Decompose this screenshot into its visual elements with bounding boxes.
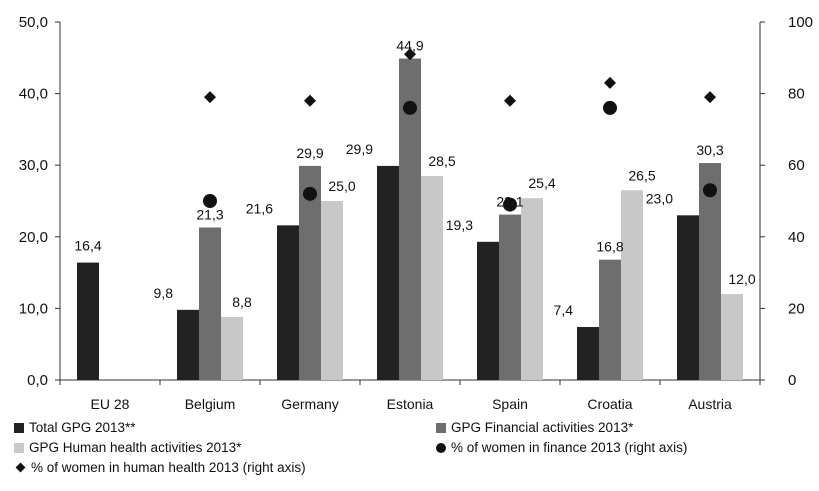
y-left-tick-label: 40,0 [19, 86, 48, 103]
data-label: 25,0 [328, 178, 355, 194]
y-left-tick-label: 50,0 [19, 14, 48, 31]
bar [677, 215, 699, 380]
legend: Total GPG 2013** GPG Financial activitie… [14, 420, 804, 480]
bar [699, 163, 721, 380]
data-label: 19,3 [446, 217, 473, 233]
points [203, 48, 717, 212]
legend-item-women-health: % of women in human health 2013 (right a… [14, 460, 306, 475]
bars [77, 58, 743, 381]
data-label: 9,8 [154, 285, 174, 301]
legend-item-health: GPG Human health activities 2013* [14, 440, 241, 455]
bar [299, 165, 321, 380]
y-right-tick-label: 80 [788, 86, 805, 103]
data-label: 25,4 [528, 175, 555, 191]
data-label: 16,4 [74, 238, 101, 254]
x-tick-label: Estonia [387, 396, 434, 412]
x-tick-label: Austria [688, 396, 732, 412]
y-right-tick-label: 40 [788, 229, 805, 246]
women-health-point [504, 94, 516, 107]
data-label: 21,3 [196, 206, 223, 222]
bar [621, 190, 643, 380]
legend-circle-icon [436, 442, 446, 453]
women-health-point [304, 94, 316, 107]
y-left-tick-label: 20,0 [19, 229, 48, 246]
women-finance-point [603, 100, 617, 115]
women-health-point [704, 91, 716, 104]
data-label: 12,0 [728, 271, 755, 287]
data-label: 29,9 [296, 145, 323, 161]
legend-item-total: Total GPG 2013** [14, 420, 136, 435]
bar [177, 309, 199, 380]
data-labels: 16,4 9,8 21,6 29,9 19,3 7,4 23,0 21,3 29,9 44,9 23… [74, 38, 755, 318]
legend-item-women-finance: % of women in finance 2013 (right axis) [436, 440, 687, 455]
bar [721, 294, 743, 380]
bar [199, 227, 221, 380]
women-finance-point [403, 100, 417, 115]
data-label: 8,8 [232, 294, 252, 310]
data-label: 23,0 [646, 190, 673, 206]
legend-swatch-financial [436, 422, 446, 433]
x-tick-label: EU 28 [91, 396, 130, 412]
legend-label-women-health: % of women in human health 2013 (right a… [31, 460, 306, 475]
x-tick-label: Belgium [185, 396, 236, 412]
legend-label-women-finance: % of women in finance 2013 (right axis) [451, 440, 688, 455]
data-label: 29,9 [346, 141, 373, 157]
legend-diamond-icon [15, 462, 26, 473]
y-right-tick-label: 100 [788, 14, 813, 31]
bar [421, 175, 443, 380]
y-left-tick-label: 30,0 [19, 157, 48, 174]
data-label: 30,3 [696, 142, 723, 158]
bar [499, 214, 521, 380]
legend-swatch-total [14, 422, 24, 433]
bar [477, 241, 499, 380]
y-right-tick-label: 20 [788, 300, 805, 317]
data-label: 21,6 [246, 200, 273, 216]
bar [399, 58, 421, 381]
women-health-point [604, 76, 616, 89]
bar [321, 201, 343, 380]
bar [577, 327, 599, 380]
x-tick-label: Croatia [587, 396, 632, 412]
legend-label-financial: GPG Financial activities 2013* [451, 420, 634, 435]
data-label: 7,4 [554, 302, 574, 318]
data-label: 28,5 [428, 153, 455, 169]
data-label: 26,5 [628, 167, 655, 183]
women-health-point [204, 91, 216, 104]
women-finance-point [503, 197, 517, 212]
bar [77, 262, 99, 380]
legend-swatch-health [14, 442, 24, 453]
data-label: 23,1 [496, 194, 523, 210]
x-tick-label: Germany [281, 396, 339, 412]
women-health-point [404, 48, 416, 61]
women-finance-point [703, 183, 717, 198]
legend-label-health: GPG Human health activities 2013* [29, 440, 242, 455]
bar [277, 225, 299, 380]
y-right-tick-label: 60 [788, 157, 805, 174]
y-left-tick-label: 0,0 [27, 372, 48, 389]
axes: 0,0 10,0 20,0 30,0 40,0 50,0 0 20 40 60 80 100 EU 28… [19, 14, 813, 412]
y-left-tick-label: 10,0 [19, 300, 48, 317]
women-finance-point [303, 186, 317, 201]
bar [377, 165, 399, 380]
data-label: 16,8 [596, 239, 623, 255]
data-label: 44,9 [396, 38, 423, 54]
bar [221, 316, 243, 380]
legend-label-total: Total GPG 2013** [29, 420, 136, 435]
bar [521, 198, 543, 380]
x-tick-label: Spain [492, 396, 528, 412]
legend-item-financial: GPG Financial activities 2013* [436, 420, 633, 435]
women-finance-point [203, 194, 217, 208]
bar [599, 259, 621, 380]
y-right-tick-label: 0 [788, 372, 796, 389]
